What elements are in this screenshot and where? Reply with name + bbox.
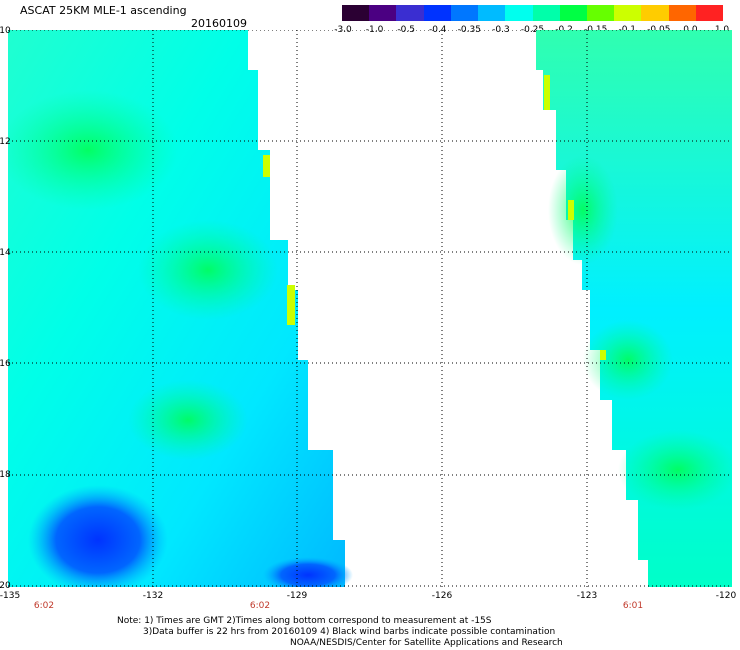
colorbar-label: -1.0 xyxy=(365,25,384,35)
colorbar-segment xyxy=(423,5,451,21)
map-title: ASCAT 25KM MLE-1 ascending xyxy=(20,4,187,17)
pass-time: 6:02 xyxy=(33,601,55,611)
lon-label: -123 xyxy=(576,591,598,601)
colorbar-segment xyxy=(450,5,479,21)
lon-label: -132 xyxy=(142,591,164,601)
colorbar xyxy=(342,5,724,21)
colorbar-segment xyxy=(396,5,424,21)
lon-label: -126 xyxy=(431,591,453,601)
colorbar-segment xyxy=(641,5,669,21)
colorbar-segment xyxy=(586,5,615,21)
right-swath-green-area xyxy=(548,155,618,265)
lat-label: -10 xyxy=(0,26,11,36)
right-swath-edge-yellow xyxy=(568,200,574,220)
right-swath-green-area xyxy=(583,320,673,400)
lon-label: -129 xyxy=(286,591,308,601)
graticule xyxy=(8,30,732,587)
map-date: 20160109 xyxy=(191,17,247,30)
colorbar-label: -3.0 xyxy=(334,25,352,35)
pass-time: 6:02 xyxy=(249,601,271,611)
colorbar-segment xyxy=(559,5,587,21)
lat-label: -16 xyxy=(0,359,11,369)
footer-note-1: Note: 1) Times are GMT 2)Times along bot… xyxy=(117,616,492,626)
colorbar-label: -0.5 xyxy=(397,25,415,35)
right-swath-edge-yellow xyxy=(544,75,550,110)
colorbar-segment xyxy=(478,5,506,21)
right-swath-edge-yellow xyxy=(600,350,606,360)
colorbar-label: -0.35 xyxy=(457,25,481,35)
left-swath-blue-area xyxy=(28,485,168,587)
lat-label: -18 xyxy=(0,470,11,480)
lat-label: -12 xyxy=(0,137,11,147)
lon-label: -120 xyxy=(715,591,737,601)
left-swath-green-area xyxy=(138,220,278,320)
colorbar-segment xyxy=(532,5,560,21)
colorbar-segment xyxy=(342,5,370,21)
left-swath-edge-yellow xyxy=(263,155,270,177)
left-swath-edge-yellow xyxy=(287,285,295,325)
swath-map xyxy=(8,30,732,587)
footer-note-2: 3)Data buffer is 22 hrs from 20160109 4)… xyxy=(143,627,556,637)
colorbar-segment xyxy=(505,5,533,21)
colorbar-segment xyxy=(369,5,397,21)
lat-label: -20 xyxy=(0,581,11,591)
left-swath-green-area xyxy=(8,90,178,210)
left-swath-blue-area xyxy=(263,557,353,587)
left-swath-green-area xyxy=(128,380,248,460)
colorbar-segment xyxy=(668,5,696,21)
colorbar-segment xyxy=(695,5,724,21)
lat-label: -14 xyxy=(0,248,11,258)
lon-label: -135 xyxy=(0,591,21,601)
colorbar-label: -0.4 xyxy=(428,25,447,35)
right-swath-green-area xyxy=(618,430,732,510)
pass-time: 6:01 xyxy=(622,601,644,611)
footer-credit: NOAA/NESDIS/Center for Satellite Applica… xyxy=(290,638,563,648)
colorbar-segment xyxy=(614,5,642,21)
